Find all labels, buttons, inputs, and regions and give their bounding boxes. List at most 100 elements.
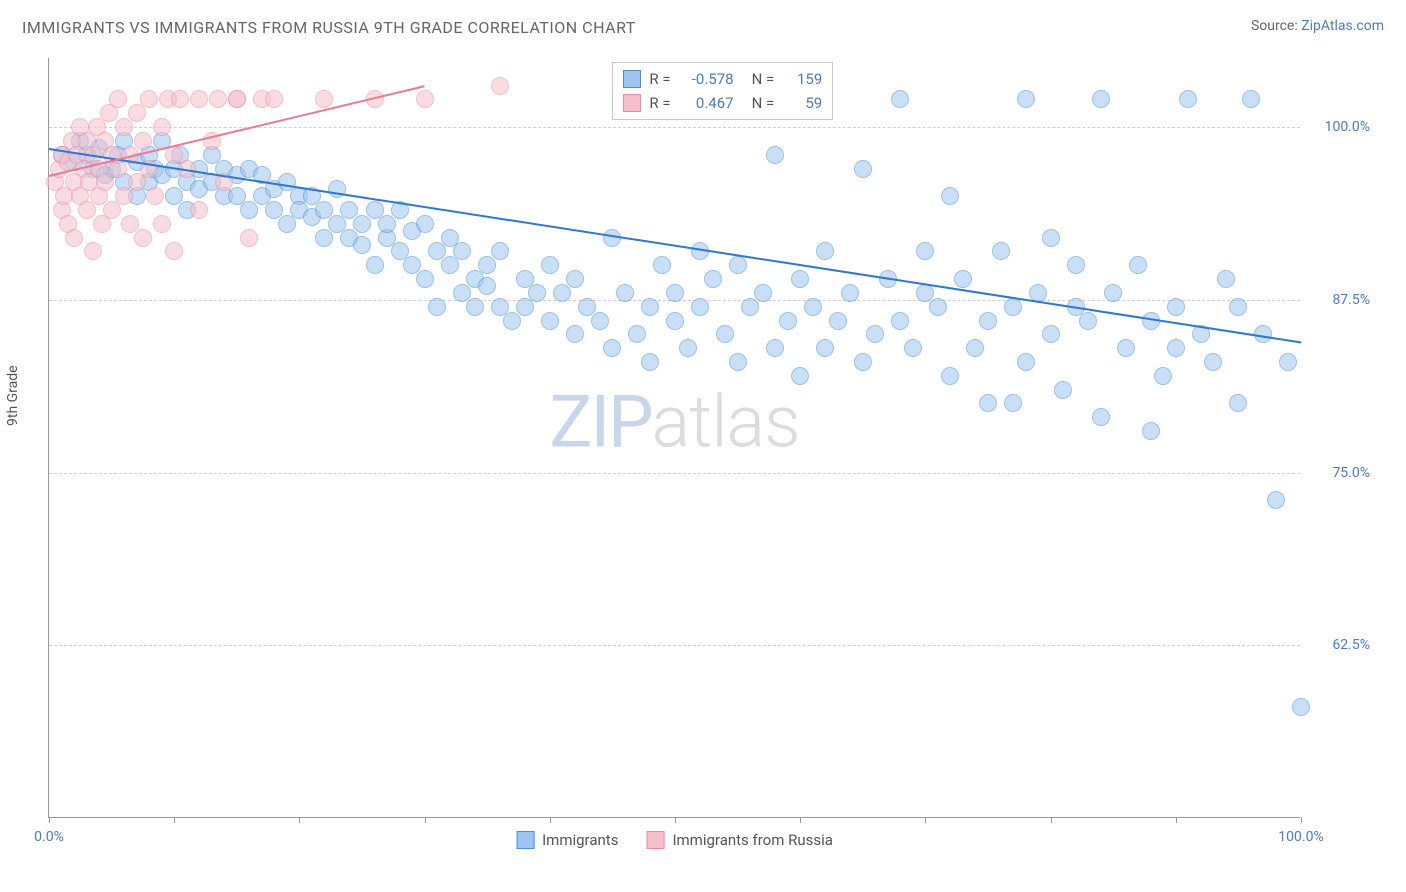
- data-point: [103, 201, 121, 219]
- data-point: [1079, 312, 1097, 330]
- data-point: [1292, 698, 1310, 716]
- legend-item[interactable]: Immigrants from Russia: [646, 831, 832, 849]
- legend-swatch: [623, 70, 641, 88]
- data-point: [153, 118, 171, 136]
- data-point: [1167, 339, 1185, 357]
- data-point: [566, 325, 584, 343]
- data-point: [591, 312, 609, 330]
- data-point: [1104, 284, 1122, 302]
- data-point: [1142, 422, 1160, 440]
- data-point: [1204, 353, 1222, 371]
- xtick: [1301, 817, 1302, 823]
- data-point: [666, 284, 684, 302]
- data-point: [1042, 229, 1060, 247]
- data-point: [441, 256, 459, 274]
- data-point: [416, 270, 434, 288]
- data-point: [891, 90, 909, 108]
- data-point: [829, 312, 847, 330]
- data-point: [1004, 394, 1022, 412]
- legend-swatch: [516, 831, 534, 849]
- data-point: [209, 90, 227, 108]
- data-point: [729, 353, 747, 371]
- xtick: [1176, 817, 1177, 823]
- stat-r-label: R =: [649, 91, 670, 115]
- gridline: [49, 645, 1300, 646]
- data-point: [1054, 381, 1072, 399]
- stat-n-value: 59: [782, 91, 822, 115]
- source-link[interactable]: ZipAtlas.com: [1301, 18, 1384, 34]
- data-point: [153, 215, 171, 233]
- ytick-label: 75.0%: [1310, 465, 1370, 481]
- data-point: [146, 187, 164, 205]
- data-point: [190, 201, 208, 219]
- data-point: [766, 339, 784, 357]
- data-point: [691, 298, 709, 316]
- data-point: [941, 187, 959, 205]
- data-point: [1067, 256, 1085, 274]
- data-point: [992, 242, 1010, 260]
- data-point: [1017, 353, 1035, 371]
- data-point: [916, 242, 934, 260]
- stats-row: R =-0.578N =159: [623, 67, 822, 91]
- legend-label: Immigrants from Russia: [672, 831, 832, 849]
- data-point: [791, 270, 809, 288]
- xtick: [550, 817, 551, 823]
- xtick: [299, 817, 300, 823]
- data-point: [729, 256, 747, 274]
- xtick-label: 0.0%: [34, 829, 64, 845]
- legend-swatch: [646, 831, 664, 849]
- data-point: [766, 146, 784, 164]
- data-point: [353, 236, 371, 254]
- data-point: [716, 325, 734, 343]
- data-point: [428, 298, 446, 316]
- watermark-zip: ZIP: [549, 380, 651, 465]
- stat-n-label: N =: [752, 91, 775, 115]
- data-point: [190, 90, 208, 108]
- data-point: [366, 256, 384, 274]
- data-point: [979, 394, 997, 412]
- stat-r-value: -0.578: [679, 67, 734, 91]
- data-point: [171, 90, 189, 108]
- data-point: [653, 256, 671, 274]
- data-point: [478, 256, 496, 274]
- data-point: [679, 339, 697, 357]
- data-point: [128, 173, 146, 191]
- xtick: [675, 817, 676, 823]
- data-point: [65, 229, 83, 247]
- data-point: [628, 325, 646, 343]
- data-point: [109, 160, 127, 178]
- data-point: [791, 367, 809, 385]
- data-point: [416, 215, 434, 233]
- data-point: [240, 229, 258, 247]
- plot-area: ZIPatlas 62.5%75.0%87.5%100.0%0.0%100.0%…: [48, 58, 1300, 818]
- data-point: [804, 298, 822, 316]
- data-point: [240, 201, 258, 219]
- data-point: [541, 256, 559, 274]
- data-point: [115, 118, 133, 136]
- stat-r-value: 0.467: [679, 91, 734, 115]
- chart-header: IMMIGRANTS VS IMMIGRANTS FROM RUSSIA 9TH…: [0, 0, 1406, 47]
- data-point: [1092, 90, 1110, 108]
- data-point: [315, 229, 333, 247]
- data-point: [566, 270, 584, 288]
- data-point: [1117, 339, 1135, 357]
- data-point: [78, 201, 96, 219]
- data-point: [1017, 90, 1035, 108]
- data-point: [453, 242, 471, 260]
- data-point: [553, 284, 571, 302]
- data-point: [1217, 270, 1235, 288]
- data-point: [1267, 491, 1285, 509]
- gridline: [49, 127, 1300, 128]
- stats-row: R = 0.467 N = 59: [623, 91, 822, 115]
- chart-title: IMMIGRANTS VS IMMIGRANTS FROM RUSSIA 9TH…: [22, 18, 636, 37]
- data-point: [115, 187, 133, 205]
- ytick-label: 62.5%: [1310, 637, 1370, 653]
- xtick: [800, 817, 801, 823]
- ytick-label: 100.0%: [1310, 119, 1370, 135]
- source-prefix: Source:: [1251, 18, 1301, 34]
- data-point: [603, 339, 621, 357]
- data-point: [666, 312, 684, 330]
- watermark-atlas: atlas: [652, 380, 800, 465]
- data-point: [966, 339, 984, 357]
- legend-item[interactable]: Immigrants: [516, 831, 618, 849]
